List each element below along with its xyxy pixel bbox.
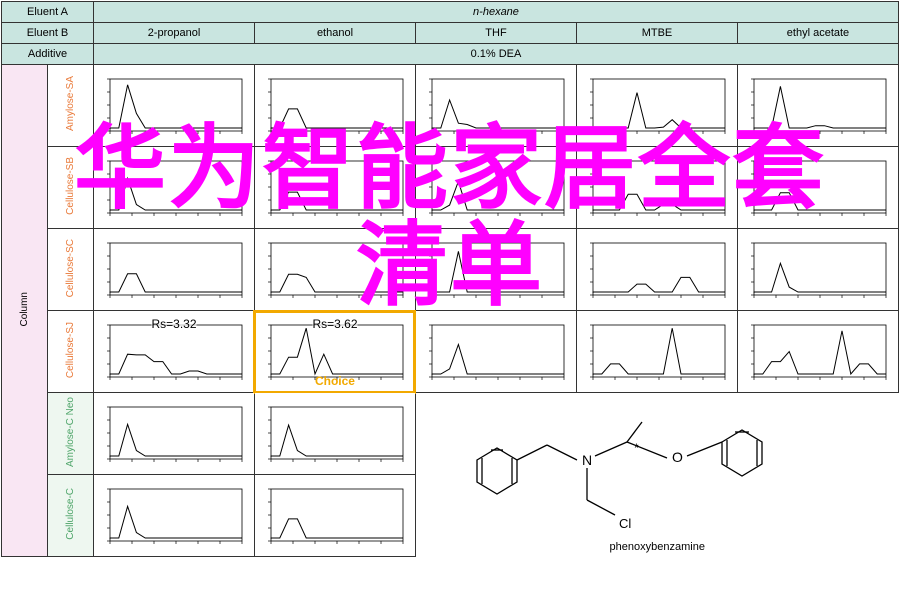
chromatogram-cell: Rs=3.62 Choice xyxy=(254,311,415,393)
chromatogram-cell xyxy=(415,311,576,393)
chromatogram-cell xyxy=(93,393,254,475)
additive-label: Additive xyxy=(2,44,94,65)
row-label: Amylose-SA xyxy=(65,76,76,131)
row-label: Cellulose-SC xyxy=(65,239,76,297)
chromatogram-cell xyxy=(415,65,576,147)
svg-text:*: * xyxy=(634,441,639,455)
chromatogram-cell: Rs=3.32 xyxy=(93,311,254,393)
eluent-a-label: Eluent A xyxy=(2,2,94,23)
chromatogram-cell xyxy=(415,147,576,229)
row-label: Cellulose-SJ xyxy=(65,322,76,378)
row-label: Cellulose-C xyxy=(65,488,76,540)
additive-value: 0.1% DEA xyxy=(93,44,898,65)
molecule-structure: N * O Cl xyxy=(422,397,893,553)
chromatogram-cell xyxy=(254,147,415,229)
column-axis-label: Column xyxy=(19,292,30,326)
eluent-b-label: Eluent B xyxy=(2,23,94,44)
chromatogram-cell xyxy=(415,229,576,311)
svg-text:O: O xyxy=(672,449,683,465)
chromatogram-cell xyxy=(576,311,737,393)
chromatogram-cell xyxy=(576,65,737,147)
choice-label: Choice xyxy=(315,374,355,388)
chromatogram-cell xyxy=(737,229,898,311)
molecule-label: phenoxybenzamine xyxy=(610,541,705,553)
row-label: Amylose-C Neo xyxy=(65,397,76,467)
eluent-b-0: 2-propanol xyxy=(93,23,254,44)
chromatogram-cell xyxy=(254,475,415,557)
chromatogram-cell xyxy=(737,147,898,229)
chromatogram-cell xyxy=(93,65,254,147)
eluent-b-4: ethyl acetate xyxy=(737,23,898,44)
chromatogram-cell xyxy=(254,229,415,311)
screening-table: Eluent A n-hexane Eluent B 2-propanol et… xyxy=(1,1,899,557)
chromatogram-cell xyxy=(737,65,898,147)
chromatogram-cell xyxy=(93,475,254,557)
svg-text:Cl: Cl xyxy=(619,516,631,531)
eluent-b-2: THF xyxy=(415,23,576,44)
chromatogram-cell xyxy=(93,229,254,311)
chromatogram-cell xyxy=(576,229,737,311)
eluent-a-value: n-hexane xyxy=(93,2,898,23)
eluent-b-1: ethanol xyxy=(254,23,415,44)
svg-text:N: N xyxy=(582,452,592,468)
eluent-b-3: MTBE xyxy=(576,23,737,44)
chromatogram-cell xyxy=(93,147,254,229)
chromatogram-cell xyxy=(737,311,898,393)
chromatogram-cell xyxy=(254,65,415,147)
rs-value: Rs=3.32 xyxy=(151,317,196,331)
row-label: Cellulose-SB xyxy=(65,157,76,215)
chromatogram-cell xyxy=(576,147,737,229)
chromatogram-cell xyxy=(254,393,415,475)
rs-value: Rs=3.62 xyxy=(312,317,357,331)
